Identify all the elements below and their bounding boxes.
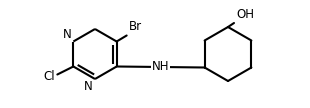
Text: N: N xyxy=(63,28,71,40)
Text: NH: NH xyxy=(152,60,169,74)
Text: OH: OH xyxy=(236,8,254,21)
Text: Cl: Cl xyxy=(44,70,55,83)
Text: Br: Br xyxy=(129,21,142,33)
Text: N: N xyxy=(84,80,93,93)
